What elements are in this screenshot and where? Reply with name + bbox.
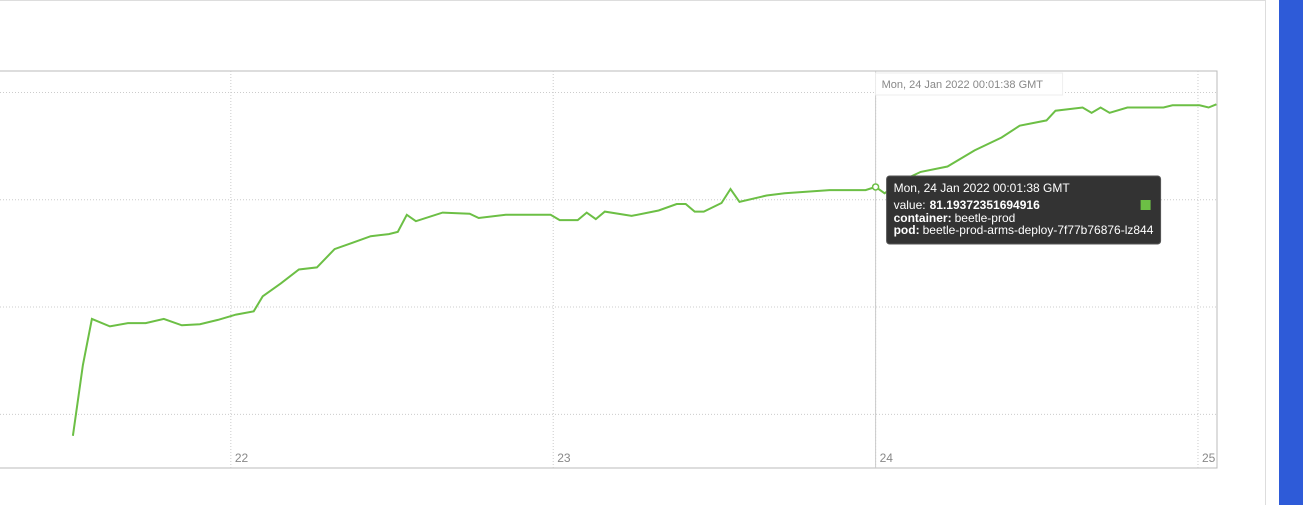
tooltip-field-label: container:	[894, 211, 952, 225]
x-tick-label: 25	[1202, 451, 1216, 465]
side-bar	[1279, 0, 1303, 505]
tooltip-field-value: beetle-prod	[955, 211, 1016, 225]
x-tick-label: 23	[557, 451, 571, 465]
tooltip-field: container: beetle-prod	[894, 211, 1016, 225]
tooltip-value-number: 81.19372351694916	[930, 198, 1040, 212]
panel-border	[1265, 0, 1266, 505]
tooltip-field: pod: beetle-prod-arms-deploy-7f77b76876-l…	[894, 223, 1154, 237]
tooltip-value: value: 81.19372351694916	[894, 198, 1040, 212]
hover-point	[871, 183, 880, 191]
x-tick-label: 24	[880, 451, 894, 465]
crosshair-label-box	[875, 72, 1064, 96]
x-tick-label: 22	[235, 451, 249, 465]
crosshair-label: Mon, 24 Jan 2022 00:01:38 GMT	[882, 79, 1044, 91]
tooltip-swatch	[1140, 200, 1151, 210]
tooltip-field-label: pod:	[894, 223, 920, 237]
tooltip: Mon, 24 Jan 2022 00:01:38 GMT value: 81.19…	[886, 175, 1162, 245]
plot-border	[0, 70, 1218, 469]
panel-border	[0, 0, 1265, 1]
line	[71, 103, 1217, 436]
tooltip-value-label: value:	[894, 198, 926, 212]
tooltip-box	[886, 175, 1162, 245]
tooltip-title: Mon, 24 Jan 2022 00:01:38 GMT	[894, 181, 1071, 195]
tooltip-field-value: beetle-prod-arms-deploy-7f77b76876-lz844	[923, 223, 1154, 237]
